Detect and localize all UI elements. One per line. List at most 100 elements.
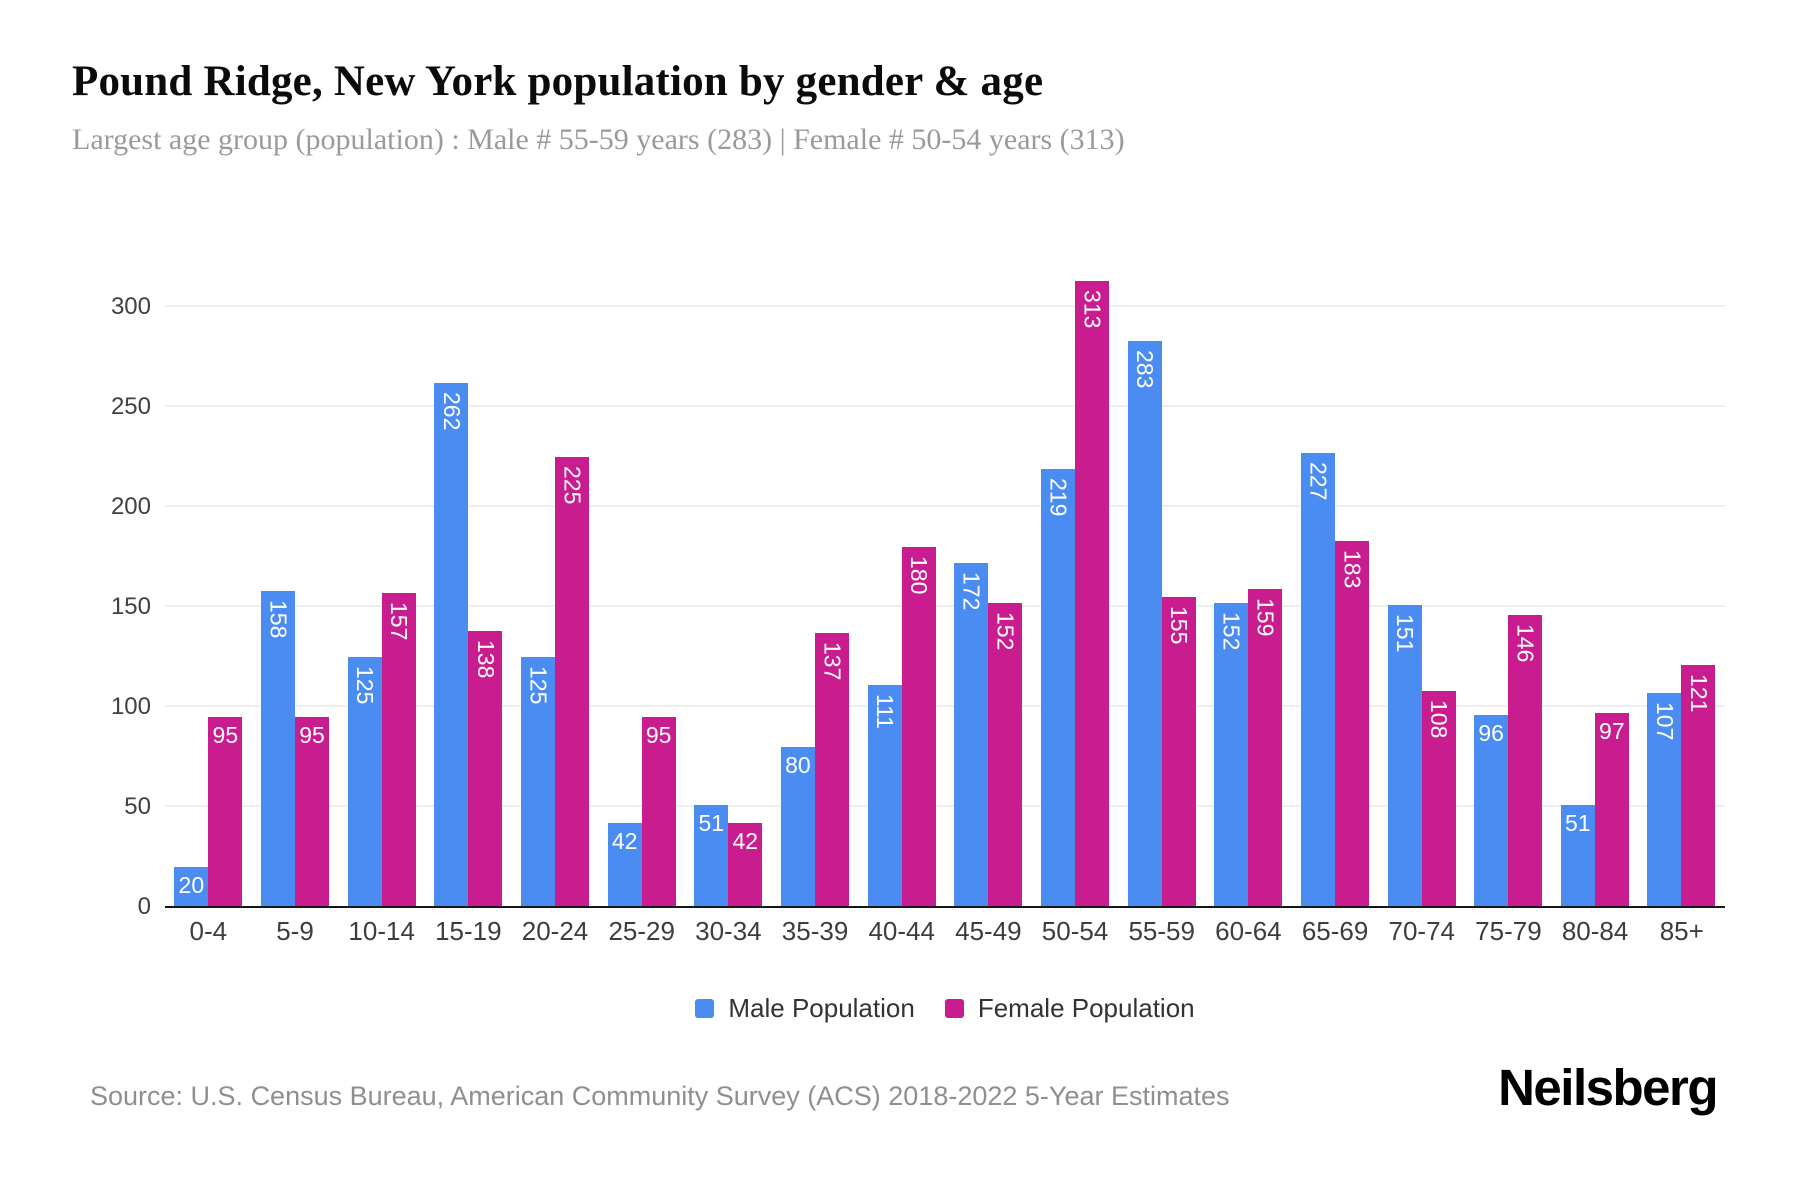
bar-group-60-64: 152 159: [1214, 589, 1283, 908]
y-tick-label: 150: [110, 593, 151, 621]
male-bar-50-54: 219: [1040, 469, 1075, 908]
male-bar-85+: 107: [1647, 693, 1682, 908]
bar-value-label: 152: [992, 612, 1019, 651]
female-bar-20-24: 225: [554, 457, 589, 908]
male-bar-65-69: 227: [1300, 453, 1335, 908]
bar-group-0-4: 20 95: [174, 717, 243, 908]
male-bar-25-29: 42: [607, 823, 642, 908]
y-tick-label: 250: [110, 393, 151, 421]
x-tick-label-20-24: 20-24: [521, 916, 589, 947]
x-tick-label-55-59: 55-59: [1128, 916, 1195, 947]
y-tick-label: 200: [110, 493, 151, 521]
bar-value-label: 96: [1478, 720, 1504, 747]
gridline: [165, 505, 1725, 508]
male-bar-80-84: 51: [1560, 805, 1595, 908]
female-bar-80-84: 97: [1594, 713, 1629, 908]
male-bar-60-64: 152: [1214, 603, 1249, 908]
chart: 0 50 100 150 200 250 300 20 95 158 95 125 157 262 138…: [0, 275, 1800, 1024]
legend-label: Female Population: [977, 993, 1195, 1024]
female-bar-65-69: 183: [1334, 541, 1369, 908]
female-bar-60-64: 159: [1248, 589, 1283, 908]
bar-group-25-29: 42 95: [607, 717, 676, 908]
bar-value-label: 51: [1565, 810, 1591, 837]
bar-value-label: 95: [645, 722, 672, 749]
legend-swatch: [944, 999, 964, 1019]
y-tick-label: 300: [110, 293, 151, 321]
bar-group-80-84: 51 97: [1560, 713, 1629, 908]
x-tick-label-70-74: 70-74: [1388, 916, 1455, 947]
female-bar-25-29: 95: [641, 717, 676, 908]
x-tick-label-60-64: 60-64: [1215, 916, 1282, 947]
female-bar-55-59: 155: [1161, 597, 1196, 908]
plot-area: 20 95 158 95 125 157 262 138 125 225 42 95 51 42 80 137…: [165, 275, 1725, 909]
bar-value-label: 283: [1132, 350, 1159, 389]
bar-value-label: 111: [872, 694, 899, 730]
legend-item-male[interactable]: Male Population: [695, 993, 915, 1024]
male-bar-45-49: 172: [954, 563, 989, 908]
bar-value-label: 125: [525, 666, 552, 705]
footer: Source: U.S. Census Bureau, American Com…: [90, 1058, 1718, 1117]
male-bar-20-24: 125: [520, 657, 555, 908]
x-tick-label-85+: 85+: [1659, 916, 1704, 947]
bar-value-label: 138: [472, 640, 499, 679]
bar-value-label: 157: [386, 602, 413, 641]
female-bar-85+: 121: [1681, 665, 1716, 908]
bar-value-label: 152: [1218, 612, 1245, 651]
bar-value-label: 158: [265, 600, 292, 639]
bar-group-85+: 107 121: [1647, 665, 1716, 908]
female-bar-15-19: 138: [468, 631, 503, 908]
male-bar-75-79: 96: [1474, 715, 1509, 908]
bar-group-5-9: 158 95: [260, 591, 329, 908]
bar-value-label: 42: [732, 828, 759, 855]
y-tick-label: 100: [110, 693, 151, 721]
gridline: [165, 705, 1725, 708]
female-bar-70-74: 108: [1421, 691, 1456, 908]
x-tick-label-0-4: 0-4: [189, 916, 228, 947]
female-bar-35-39: 137: [814, 633, 849, 908]
x-tick-label-30-34: 30-34: [695, 916, 762, 947]
male-bar-55-59: 283: [1127, 341, 1162, 908]
female-bar-75-79: 146: [1508, 615, 1543, 908]
bar-group-20-24: 125 225: [520, 457, 589, 908]
male-bar-40-44: 111: [867, 685, 902, 908]
bar-group-55-59: 283 155: [1127, 341, 1196, 908]
female-bar-0-4: 95: [208, 717, 243, 908]
bar-value-label: 95: [299, 722, 325, 749]
x-tick-label-65-69: 65-69: [1301, 916, 1369, 947]
x-tick-label-45-49: 45-49: [955, 916, 1022, 947]
x-axis-line: [165, 906, 1725, 909]
male-bar-5-9: 158: [260, 591, 295, 908]
x-tick-label-40-44: 40-44: [868, 916, 935, 947]
x-tick-label-15-19: 15-19: [435, 916, 502, 947]
bar-value-label: 183: [1339, 550, 1366, 589]
male-bar-0-4: 20: [174, 867, 209, 908]
bar-value-label: 146: [1512, 624, 1539, 663]
gridline: [165, 605, 1725, 608]
female-bar-50-54: 313: [1074, 281, 1109, 908]
bar-value-label: 155: [1166, 606, 1193, 645]
female-bar-30-34: 42: [728, 823, 763, 908]
bar-value-label: 121: [1685, 674, 1712, 713]
bar-value-label: 219: [1045, 478, 1072, 517]
male-bar-10-14: 125: [347, 657, 382, 908]
gridline: [165, 305, 1725, 308]
legend-item-female[interactable]: Female Population: [944, 993, 1195, 1024]
bar-group-50-54: 219 313: [1040, 281, 1109, 908]
bar-value-label: 172: [958, 572, 985, 611]
bar-value-label: 80: [785, 752, 811, 779]
x-axis-spacer: [0, 916, 165, 947]
female-bar-40-44: 180: [901, 547, 936, 908]
bar-group-40-44: 111 180: [867, 547, 936, 908]
bar-value-label: 108: [1426, 700, 1453, 739]
bar-group-10-14: 125 157: [347, 593, 416, 908]
x-tick-label-35-39: 35-39: [781, 916, 849, 947]
x-tick-label-10-14: 10-14: [348, 916, 415, 947]
x-tick-label-5-9: 5-9: [276, 916, 314, 947]
male-bar-15-19: 262: [434, 383, 469, 908]
legend: Male Population Female Population: [165, 993, 1725, 1024]
bar-value-label: 180: [906, 556, 933, 595]
bar-value-label: 225: [559, 466, 586, 505]
female-bar-5-9: 95: [294, 717, 329, 908]
bar-group-45-49: 172 152: [954, 563, 1023, 908]
